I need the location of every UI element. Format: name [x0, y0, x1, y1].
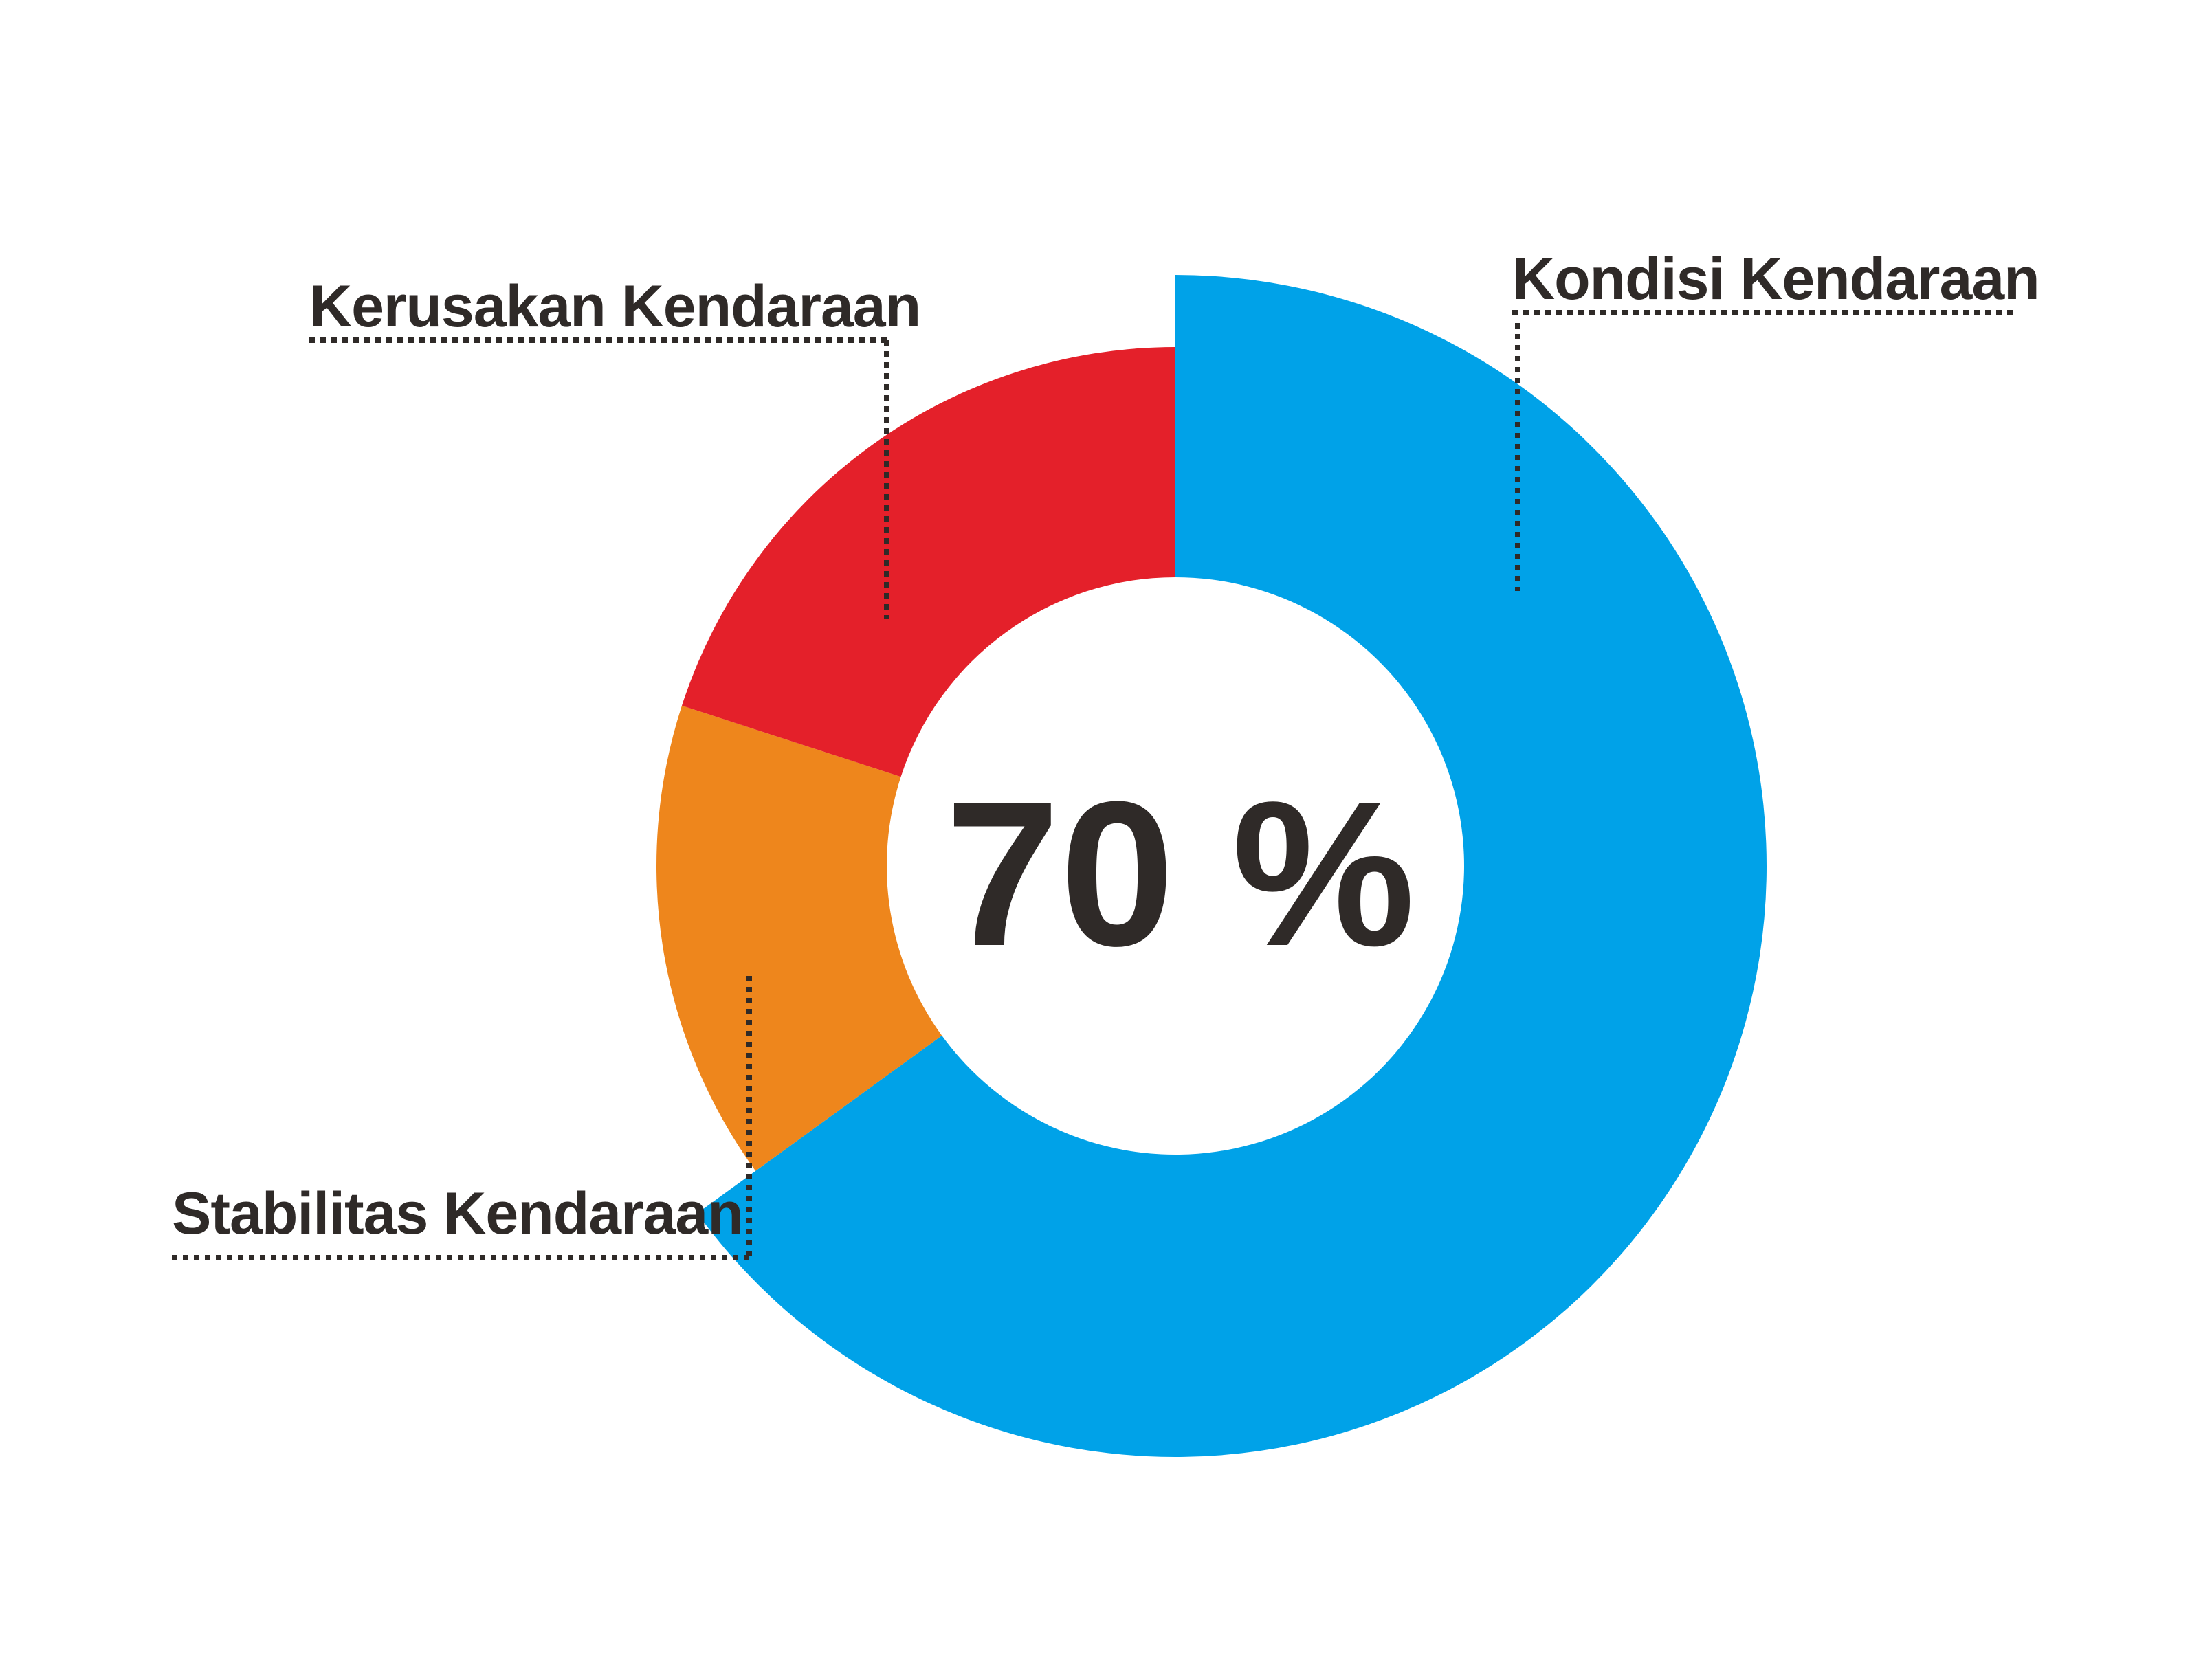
donut-slice-kerusakan-kendaraan — [681, 347, 1175, 777]
callout-labels: Kondisi Kendaraan Stabilitas Kendaraan Ker… — [172, 246, 2040, 1247]
slice-label-kerusakan-kendaraan: Kerusakan Kendaraan — [309, 274, 920, 339]
slice-label-kondisi-kendaraan: Kondisi Kendaraan — [1512, 246, 2039, 312]
slice-label-stabilitas-kendaraan: Stabilitas Kendaraan — [172, 1181, 743, 1247]
donut-slice-stabilitas-kendaraan — [656, 705, 942, 1171]
callout-leaders — [172, 310, 2014, 1260]
center-value-label: 70 % — [945, 758, 1415, 989]
donut-slices — [656, 275, 1767, 1457]
donut-slice-kondisi-kendaraan — [697, 275, 1767, 1457]
